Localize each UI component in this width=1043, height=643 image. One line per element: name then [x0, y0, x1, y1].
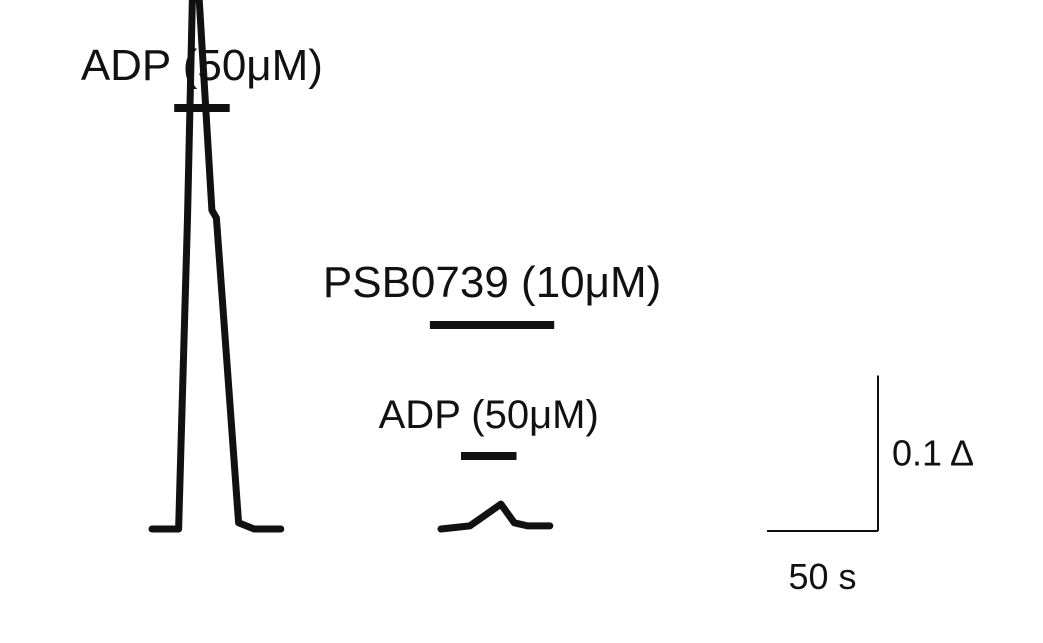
application-label-1: ADP (50μM)	[81, 41, 323, 90]
application-label-3: ADP (50μM)	[379, 393, 599, 437]
scale-bar-x-label: 50 s	[788, 556, 856, 597]
trace-1	[148, 0, 285, 533]
application-label-2: PSB0739 (10μM)	[323, 258, 661, 307]
scale-bar: 0.1 Δ 50 s	[767, 375, 974, 597]
scale-bar-y-label: 0.1 Δ	[892, 432, 974, 473]
traces-layer	[148, 0, 554, 533]
application-bars-layer	[174, 104, 555, 460]
application-labels-layer: ADP (50μM) PSB0739 (10μM) ADP (50μM)	[81, 41, 661, 437]
trace-2	[437, 500, 554, 533]
